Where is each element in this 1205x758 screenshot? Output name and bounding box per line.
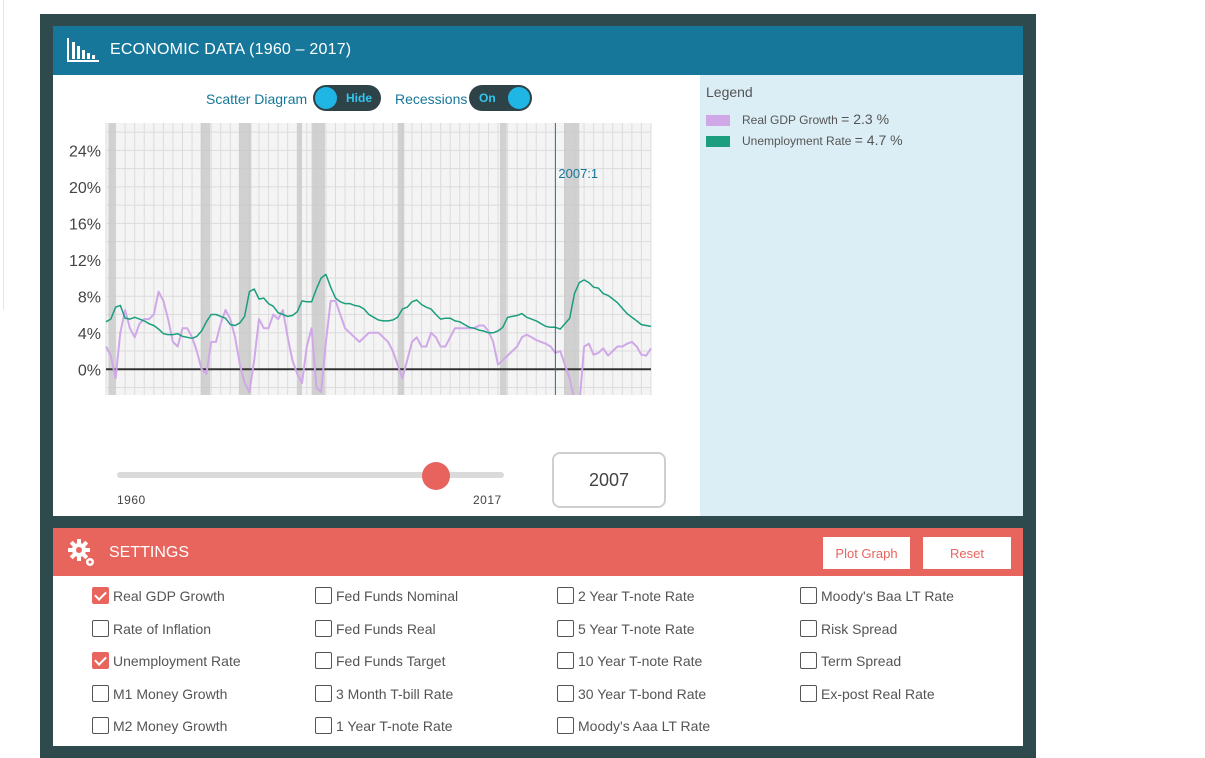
checkbox[interactable] [557, 717, 574, 734]
legend-item-gdp: Real GDP Growth = 2.3 % [706, 111, 889, 127]
checkbox-label: 5 Year T-note Rate [578, 621, 695, 637]
year-display-box[interactable]: 2007 [552, 452, 666, 508]
recession-band [200, 123, 211, 395]
recessions-label: Recessions [395, 91, 468, 107]
recessions-toggle[interactable]: On [469, 85, 532, 111]
checkbox-label: 1 Year T-note Rate [336, 718, 453, 734]
year-slider-handle[interactable] [422, 462, 451, 490]
recession-band [563, 123, 580, 395]
recession-band [108, 123, 116, 395]
checkbox-label: M2 Money Growth [113, 718, 228, 734]
checkbox[interactable] [800, 685, 817, 702]
settings-title: SETTINGS [109, 544, 190, 561]
checkbox[interactable] [92, 717, 109, 734]
checkbox[interactable] [557, 587, 574, 604]
legend-title: Legend [706, 84, 753, 100]
checkbox[interactable] [92, 620, 109, 637]
app-frame: ECONOMIC DATA (1960 – 2017) Scatter Diag… [40, 14, 1036, 758]
checkbox-label: Fed Funds Nominal [336, 588, 459, 604]
legend-value-unemployment: = 4.7 % [854, 132, 903, 148]
legend-item-unemployment: Unemployment Rate = 4.7 % [706, 132, 903, 148]
gdp-growth-line [105, 290, 652, 395]
slider-min-label: 1960 [117, 493, 146, 507]
economic-line-chart: 24%20%16%12%8%4%0%-4%1960196519701975198… [69, 123, 652, 395]
checkbox-label: 30 Year T-bond Rate [578, 686, 707, 702]
economic-data-panel: ECONOMIC DATA (1960 – 2017) Scatter Diag… [53, 26, 1023, 516]
toggle-knob [315, 87, 337, 109]
legend-value-gdp: = 2.3 % [841, 111, 890, 127]
legend-label-gdp: Real GDP Growth [742, 113, 838, 127]
year-slider-track[interactable] [117, 472, 504, 478]
recession-band [397, 123, 405, 395]
recession-band [499, 123, 507, 395]
recession-band [297, 123, 303, 395]
y-tick-label: 4% [78, 326, 101, 343]
legend-label-unemployment: Unemployment Rate [742, 134, 852, 148]
checkbox-label: Fed Funds Target [336, 653, 446, 669]
page-edge [0, 0, 4, 310]
checkbox[interactable] [800, 620, 817, 637]
scatter-diagram-label: Scatter Diagram [206, 91, 308, 107]
toggle-knob [508, 87, 530, 109]
scatter-diagram-toggle[interactable]: Hide [313, 85, 381, 111]
checkbox[interactable] [557, 652, 574, 669]
checkbox[interactable] [557, 620, 574, 637]
checkbox-label: 2 Year T-note Rate [578, 588, 695, 604]
scatter-toggle-text: Hide [346, 91, 373, 105]
checkbox[interactable] [315, 587, 332, 604]
checkbox[interactable] [315, 685, 332, 702]
settings-panel: SETTINGS Plot Graph Reset Real GDP Growt… [53, 528, 1023, 746]
checkbox-label: Moody's Baa LT Rate [821, 588, 954, 604]
checkbox-label: Ex-post Real Rate [821, 686, 935, 702]
checkbox-label: Rate of Inflation [113, 621, 212, 637]
legend-panel: Legend Real GDP Growth = 2.3 % Unemploym… [700, 75, 1023, 516]
page-title: ECONOMIC DATA (1960 – 2017) [110, 41, 352, 58]
checkbox[interactable] [800, 652, 817, 669]
y-tick-label: 12% [69, 253, 101, 270]
y-tick-label: 24% [69, 143, 101, 160]
checkbox[interactable] [557, 685, 574, 702]
checkbox[interactable] [315, 717, 332, 734]
slider-max-label: 2017 [473, 493, 502, 507]
plot-graph-button[interactable]: Plot Graph [823, 537, 910, 569]
recessions-toggle-text: On [479, 91, 496, 105]
checkbox-label: Moody's Aaa LT Rate [578, 718, 711, 734]
economic-data-header: ECONOMIC DATA (1960 – 2017) [53, 26, 1023, 75]
settings-header: SETTINGS Plot Graph Reset [53, 528, 1023, 576]
recession-band [238, 123, 252, 395]
checkbox[interactable] [315, 620, 332, 637]
legend-swatch-unemployment [706, 136, 730, 148]
checkbox-label: 3 Month T-bill Rate [336, 686, 454, 702]
checkbox-label: Risk Spread [821, 621, 898, 637]
cursor-label: 2007:1 [558, 166, 598, 181]
reset-button[interactable]: Reset [923, 537, 1011, 569]
y-tick-label: 0% [78, 362, 101, 379]
checkbox-label: Unemployment Rate [113, 653, 241, 669]
checkbox[interactable] [92, 587, 109, 604]
checkbox[interactable] [800, 587, 817, 604]
y-tick-label: 16% [69, 216, 101, 233]
checkbox[interactable] [92, 685, 109, 702]
checkbox-label: M1 Money Growth [113, 686, 228, 702]
checkbox[interactable] [92, 652, 109, 669]
checkbox-label: 10 Year T-note Rate [578, 653, 703, 669]
bar-chart-icon [67, 38, 99, 62]
checkbox[interactable] [315, 652, 332, 669]
recession-band [311, 123, 325, 395]
checkbox-label: Term Spread [821, 653, 902, 669]
checkbox-label: Real GDP Growth [113, 588, 225, 604]
unemployment-line [105, 273, 652, 340]
y-tick-label: 8% [78, 289, 101, 306]
y-tick-label: 20% [69, 180, 101, 197]
legend-swatch-gdp [706, 115, 730, 127]
checkbox-label: Fed Funds Real [336, 621, 436, 637]
gear-icon [68, 539, 94, 566]
